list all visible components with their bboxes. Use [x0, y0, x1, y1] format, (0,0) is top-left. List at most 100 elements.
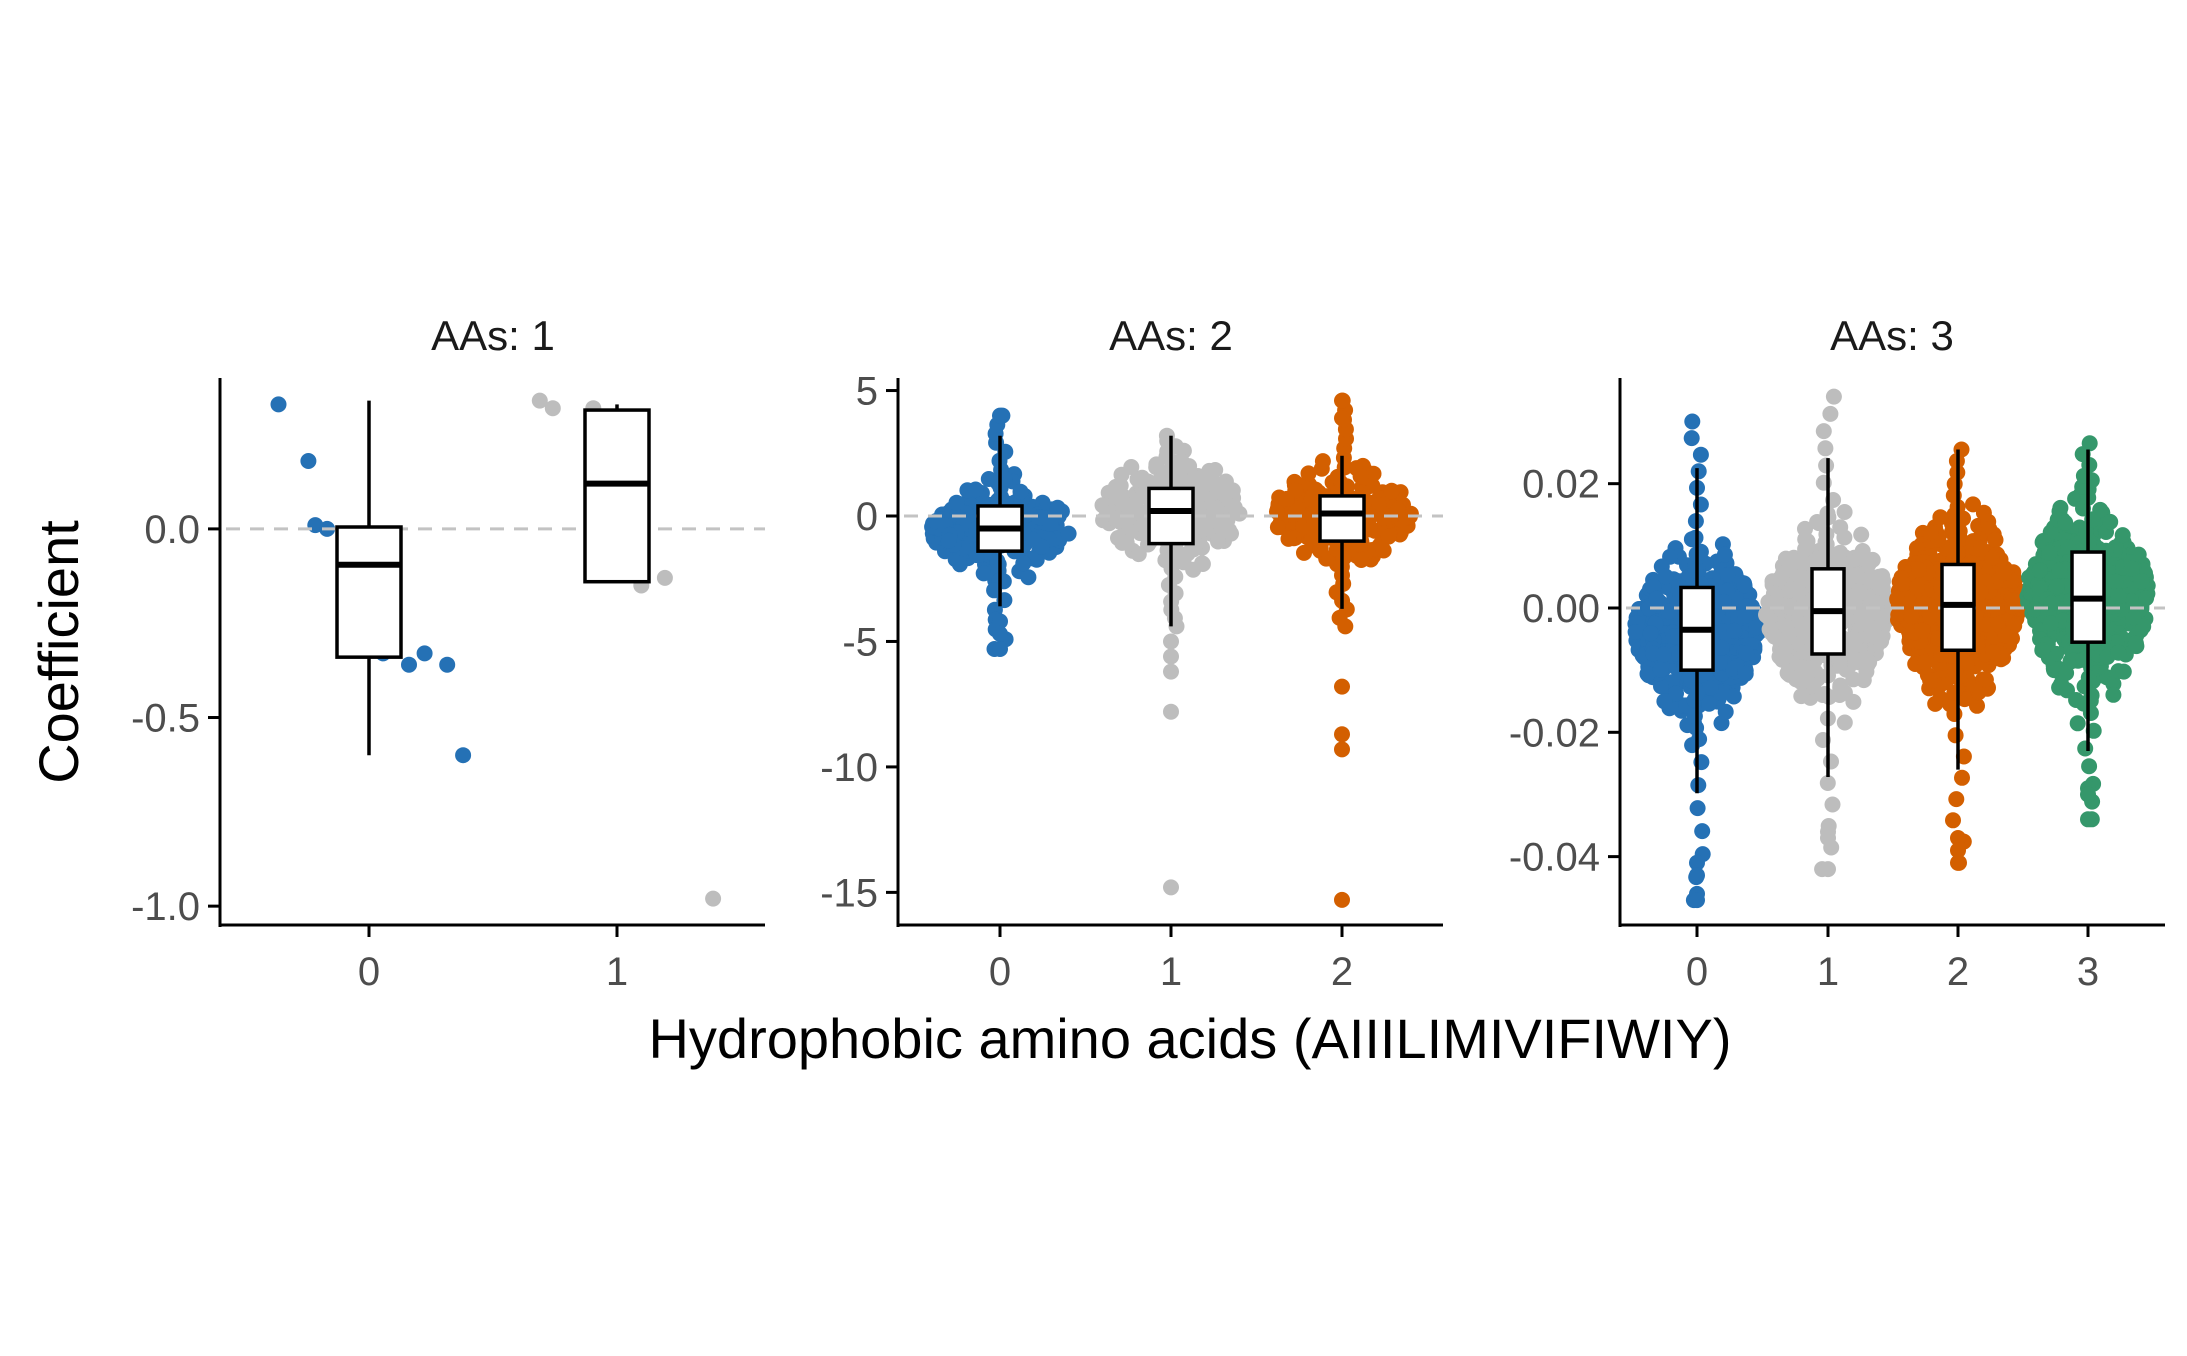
box-1	[1810, 458, 1846, 778]
y-tick-label: -1.0	[131, 885, 200, 929]
y-tick-label: 0.02	[1522, 463, 1600, 507]
data-point	[1689, 892, 1705, 909]
data-point	[1922, 672, 1939, 689]
data-point	[1922, 524, 1939, 541]
data-point	[1853, 526, 1870, 543]
data-point	[1801, 660, 1818, 677]
data-point	[1314, 453, 1331, 470]
data-point	[1701, 695, 1718, 712]
data-point	[1334, 392, 1350, 409]
data-point	[1683, 430, 1700, 447]
data-point	[1955, 748, 1972, 765]
data-point	[2110, 588, 2127, 605]
data-point	[2114, 527, 2131, 544]
data-point	[1824, 796, 1841, 813]
data-point	[1805, 677, 1822, 694]
data-point	[1916, 654, 1933, 671]
panel-title: AAs: 3	[1830, 312, 1954, 359]
data-point	[1060, 525, 1077, 542]
data-point	[2107, 573, 2124, 590]
data-point	[992, 625, 1008, 642]
data-point	[1210, 533, 1226, 550]
data-point	[1099, 505, 1116, 522]
data-point	[1337, 618, 1354, 635]
data-point	[950, 553, 967, 570]
data-point	[1911, 561, 1927, 578]
data-point	[2005, 592, 2022, 609]
y-axis-title: Coefficient	[27, 520, 90, 784]
box-1	[1147, 435, 1195, 627]
data-point	[1965, 496, 1981, 513]
data-point	[2048, 578, 2065, 595]
data-point	[1627, 624, 1644, 640]
data-point	[2127, 635, 2144, 652]
x-tick-label: 1	[606, 950, 628, 994]
data-point	[1937, 674, 1954, 691]
data-point	[1932, 509, 1949, 526]
data-point	[1713, 639, 1730, 656]
data-point	[1389, 502, 1406, 518]
data-point	[1983, 549, 2000, 566]
data-point	[1371, 497, 1388, 514]
data-point	[1380, 528, 1397, 545]
data-point	[2080, 811, 2096, 828]
data-point	[1771, 571, 1788, 588]
data-point	[1895, 576, 1912, 592]
data-point	[1820, 830, 1836, 846]
panel-3: AAs: 3 0.02 0.00 -0.02 -0.04 0 1 2 3	[1509, 312, 2165, 994]
data-point	[1702, 679, 1719, 696]
box-0	[976, 435, 1024, 607]
data-point	[1780, 598, 1797, 615]
data-point	[1946, 684, 1963, 701]
data-point	[975, 565, 992, 582]
data-point	[1135, 517, 1151, 534]
data-point	[270, 396, 287, 413]
data-point	[986, 582, 1003, 599]
data-point	[1652, 661, 1669, 678]
data-point	[1711, 654, 1728, 671]
box-iqr	[1147, 486, 1195, 546]
data-point	[1028, 551, 1045, 568]
data-point	[1748, 619, 1765, 636]
data-point	[1352, 468, 1369, 485]
data-point	[1927, 695, 1944, 712]
data-point	[1860, 555, 1877, 572]
data-point	[1653, 678, 1669, 695]
data-point	[1032, 509, 1049, 526]
data-point	[1737, 608, 1754, 624]
data-point	[1836, 529, 1853, 546]
data-point	[1973, 540, 1990, 557]
box-iqr	[335, 525, 403, 659]
data-point	[1020, 569, 1037, 586]
data-point	[2082, 705, 2099, 721]
x-tick-label: 1	[1817, 950, 1839, 994]
data-point	[1947, 727, 1964, 744]
data-point	[2081, 758, 2098, 775]
data-point	[1725, 660, 1742, 677]
x-tick-label: 0	[1686, 950, 1708, 994]
data-point	[1717, 703, 1734, 720]
x-tick-label: 2	[1331, 950, 1353, 994]
data-point	[300, 453, 317, 469]
data-point	[1947, 663, 1964, 680]
data-point	[2051, 562, 2068, 579]
data-point	[1300, 465, 1317, 482]
data-point	[1819, 775, 1836, 791]
data-point	[1958, 654, 1975, 671]
data-point	[1848, 567, 1865, 584]
panel-2: AAs: 2 5 0 -5 -10 -15 0 1 2	[820, 312, 1443, 994]
data-point	[1134, 469, 1150, 486]
data-point	[1836, 684, 1853, 701]
data-point	[1825, 388, 1842, 405]
data-point	[1719, 567, 1736, 583]
data-point	[1715, 593, 1732, 610]
panel-title: AAs: 2	[1109, 312, 1233, 359]
data-point	[1948, 791, 1965, 808]
y-tick-label: -0.04	[1509, 836, 1600, 880]
data-point	[1193, 470, 1210, 487]
data-point	[1185, 561, 1202, 578]
data-point	[1278, 490, 1295, 507]
data-point	[1953, 441, 1970, 458]
y-tick-label: -0.5	[131, 697, 200, 741]
data-point	[705, 890, 722, 907]
